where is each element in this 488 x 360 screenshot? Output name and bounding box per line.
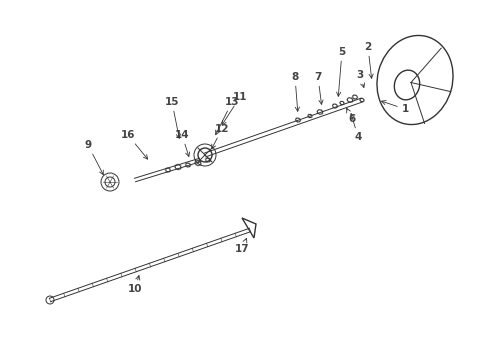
Text: 8: 8 [291,72,299,111]
Text: 5: 5 [336,47,345,96]
Text: 14: 14 [174,130,189,157]
Text: 16: 16 [121,130,147,159]
Text: 13: 13 [215,97,239,135]
Text: 11: 11 [222,92,247,125]
Text: 10: 10 [127,275,142,294]
Text: 4: 4 [349,113,361,142]
Text: 12: 12 [211,124,229,149]
Text: 3: 3 [356,70,364,87]
Text: 7: 7 [314,72,323,104]
Text: 6: 6 [346,108,355,124]
Text: 2: 2 [364,42,372,78]
Text: 1: 1 [381,100,408,114]
Text: 15: 15 [164,97,180,138]
Text: 9: 9 [84,140,103,175]
Text: 17: 17 [234,238,249,254]
